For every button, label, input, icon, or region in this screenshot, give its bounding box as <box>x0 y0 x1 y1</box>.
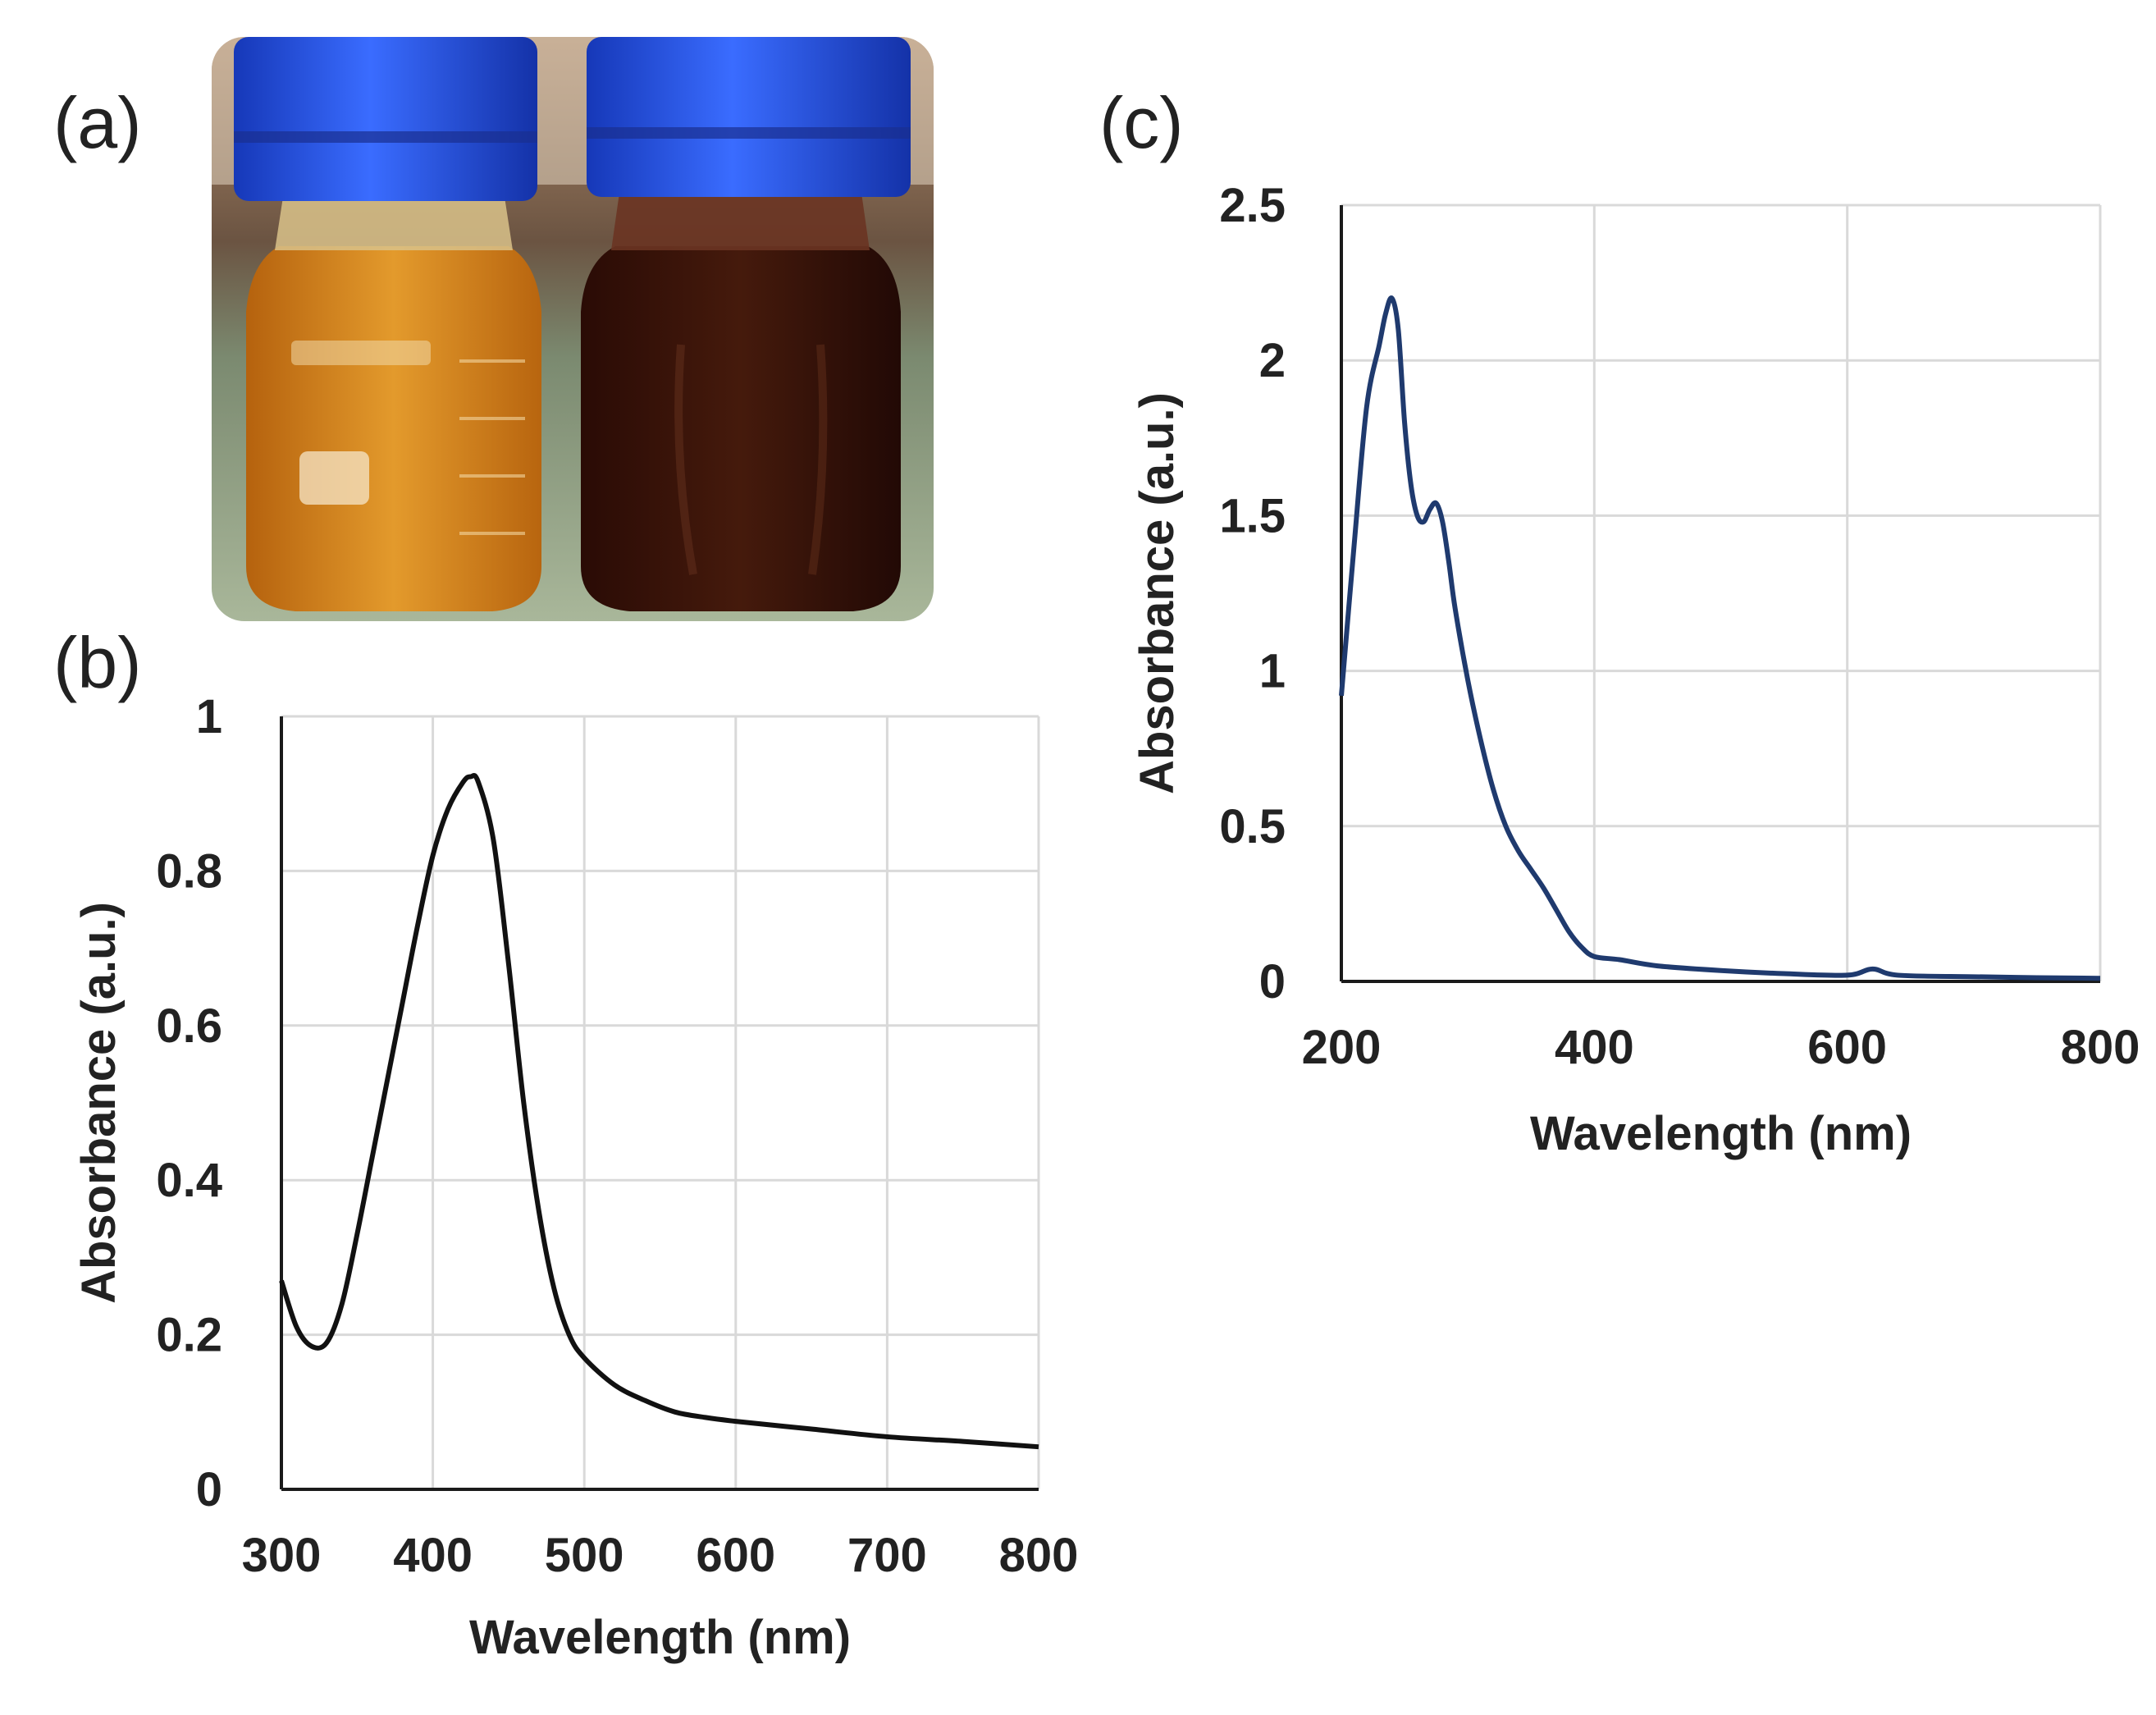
y-axis-title-b: Absorbance (a.u.) <box>72 902 126 1304</box>
x-tick-label-b: 300 <box>242 1529 322 1582</box>
y-axis-title-c: Absorbance (a.u.) <box>1131 392 1184 794</box>
x-tick-label-c: 200 <box>1302 1021 1382 1074</box>
dark-bottle <box>581 193 901 611</box>
x-tick-label-b: 500 <box>545 1529 624 1582</box>
x-axis-title-b: Wavelength (nm) <box>469 1611 851 1664</box>
bottles-photo <box>212 37 934 621</box>
y-tick-label-b: 0.2 <box>156 1309 222 1362</box>
chart-b: 0 0.2 0.4 0.6 0.8 1 300 400 500 600 700 800 Waveleng… <box>72 690 1078 1664</box>
y-tick-label-b: 0 <box>196 1463 222 1516</box>
series-line-spectrum-c <box>1339 295 2101 981</box>
left-bottle-cap <box>234 37 537 201</box>
x-tick-label-b: 800 <box>999 1529 1079 1582</box>
x-tick-label-c: 800 <box>2061 1021 2140 1074</box>
y-tick-label-b: 0.6 <box>156 999 222 1053</box>
right-bottle-cap <box>587 37 911 197</box>
panel-label-b: (b) <box>53 622 142 703</box>
y-tick-label-c: 0 <box>1259 955 1286 1008</box>
y-tick-label-c: 1.5 <box>1219 489 1286 542</box>
series-line-spectrum-b <box>279 773 1039 1450</box>
y-tick-label-b: 1 <box>196 690 222 743</box>
y-tick-label-c: 0.5 <box>1219 800 1286 853</box>
x-tick-label-c: 600 <box>1807 1021 1887 1074</box>
panel-label-a: (a) <box>53 82 142 163</box>
y-tick-label-c: 2.5 <box>1219 179 1286 232</box>
chart-c: 0 0.5 1 1.5 2 2.5 200 400 600 800 Wavelength (nm) A… <box>1131 179 2140 1160</box>
x-axis-title-c: Wavelength (nm) <box>1530 1107 1912 1160</box>
y-tick-label-b: 0.8 <box>156 844 222 898</box>
y-tick-label-c: 1 <box>1259 645 1286 698</box>
panel-label-c: (c) <box>1099 82 1184 163</box>
y-tick-label-b: 0.4 <box>156 1154 222 1207</box>
x-tick-label-b: 700 <box>847 1529 927 1582</box>
x-tick-label-b: 400 <box>393 1529 473 1582</box>
amber-bottle <box>246 197 541 611</box>
y-tick-label-c: 2 <box>1259 334 1286 387</box>
x-tick-label-c: 400 <box>1555 1021 1634 1074</box>
x-tick-label-b: 600 <box>696 1529 775 1582</box>
